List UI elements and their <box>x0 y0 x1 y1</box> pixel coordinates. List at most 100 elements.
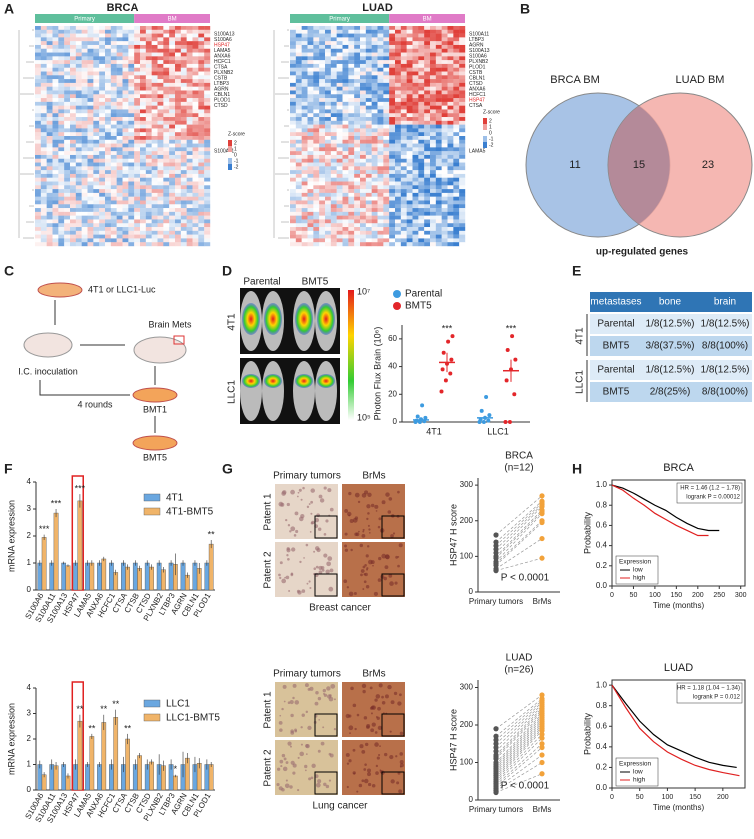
heatmap-cell <box>424 143 431 148</box>
heatmap-cell <box>330 82 337 87</box>
heatmap-cell <box>377 124 384 129</box>
heatmap-cell <box>87 200 94 205</box>
heatmap-cell <box>435 90 442 95</box>
pair-line <box>495 511 543 559</box>
texture <box>291 547 296 552</box>
heatmap-cell <box>301 75 308 80</box>
heatmap-cell <box>371 48 378 53</box>
texture <box>279 759 284 764</box>
heatmap-cell <box>145 136 152 140</box>
hazard-ratio: HR = 1.18 (1.04 − 1.34) <box>677 686 740 692</box>
heatmap-cell <box>330 219 337 224</box>
heatmap-cell <box>140 109 147 114</box>
heatmap-cell <box>163 189 170 194</box>
heatmap-cell <box>134 177 141 182</box>
heatmap-cell <box>64 185 71 190</box>
heatmap-cell <box>110 120 117 125</box>
heatmap-cell <box>360 56 367 61</box>
heatmap-cell <box>46 71 53 76</box>
heatmap-cell <box>70 56 77 61</box>
heatmap-cell <box>180 162 187 167</box>
heatmap-cell <box>35 26 42 30</box>
heatmap-cell <box>313 192 320 197</box>
heatmap-cell <box>348 48 355 53</box>
heatmap-cell <box>180 29 187 34</box>
chart-subtitle: (n=12) <box>504 463 533 474</box>
heatmap-cell <box>70 75 77 80</box>
heatmap-cell <box>52 215 59 220</box>
texture <box>329 507 334 512</box>
heatmap-cell <box>406 147 413 152</box>
heatmap-cell <box>99 204 106 209</box>
heatmap-cell <box>453 63 460 68</box>
heatmap-cell <box>383 192 390 197</box>
heatmap-cell <box>290 200 297 205</box>
gene-label: ANXA6 <box>469 86 486 92</box>
heatmap-cell <box>122 227 129 232</box>
heatmap-cell <box>180 128 187 133</box>
heatmap-cell <box>175 151 182 156</box>
significance: *** <box>75 484 86 494</box>
heatmap-cell <box>377 128 384 133</box>
heatmap-cell <box>348 109 355 114</box>
heatmap-cell <box>157 37 164 42</box>
heatmap-cell <box>295 67 302 72</box>
texture <box>320 741 325 746</box>
heatmap-cell <box>430 211 437 216</box>
heatmap-cell <box>87 26 94 30</box>
heatmap-cell <box>87 90 94 95</box>
heatmap-cell <box>424 223 431 228</box>
heatmap-cell <box>360 158 367 163</box>
gene-label: S100A6 <box>214 37 232 43</box>
heatmap-cell <box>99 26 106 30</box>
heatmap-cell <box>435 86 442 91</box>
heatmap-cell <box>192 26 199 30</box>
heatmap-cell <box>93 242 100 247</box>
bar <box>97 764 102 791</box>
legend-swatch <box>483 118 487 124</box>
heatmap-cell <box>290 79 297 84</box>
heatmap-cell <box>81 67 88 72</box>
heatmap-cell <box>290 52 297 57</box>
heatmap-cell <box>81 215 88 220</box>
heatmap-cell <box>40 124 47 129</box>
heatmap-cell <box>389 56 396 61</box>
heatmap-cell <box>325 192 332 197</box>
heatmap-cell <box>151 238 158 243</box>
heatmap-cell <box>365 128 372 133</box>
table-header-text: bone <box>659 297 682 308</box>
heatmap-cell <box>204 128 211 133</box>
heatmap-cell <box>354 151 361 156</box>
heatmap-cell <box>116 132 123 137</box>
heatmap-cell <box>75 56 82 61</box>
heatmap-cell <box>360 242 367 247</box>
heatmap-cell <box>447 139 454 144</box>
legend-marker <box>393 290 401 298</box>
heatmap-cell <box>58 113 65 118</box>
heatmap-cell <box>435 132 442 137</box>
heatmap-cell <box>435 33 442 38</box>
heatmap-cell <box>319 196 326 201</box>
heatmap-cell <box>122 230 129 235</box>
heatmap-cell <box>180 26 187 30</box>
pair-line <box>495 721 543 771</box>
heatmap-cell <box>389 211 396 216</box>
heatmap-cell <box>348 124 355 129</box>
heatmap-cell <box>81 242 88 247</box>
heatmap-cell <box>418 158 425 163</box>
heatmap-cell <box>319 98 326 103</box>
heatmap-cell <box>301 242 308 247</box>
heatmap-cell <box>134 154 141 159</box>
heatmap-cell <box>58 242 65 247</box>
heatmap-cell <box>430 219 437 224</box>
heatmap-cell <box>441 166 448 171</box>
heatmap-cell <box>319 238 326 243</box>
heatmap-cell <box>290 120 297 125</box>
heatmap-cell <box>110 211 117 216</box>
heatmap-cell <box>204 181 211 186</box>
heatmap-cell <box>389 44 396 49</box>
heatmap-cell <box>354 94 361 99</box>
heatmap-cell <box>447 63 454 68</box>
heatmap-cell <box>122 143 129 148</box>
heatmap-cell <box>307 67 314 72</box>
